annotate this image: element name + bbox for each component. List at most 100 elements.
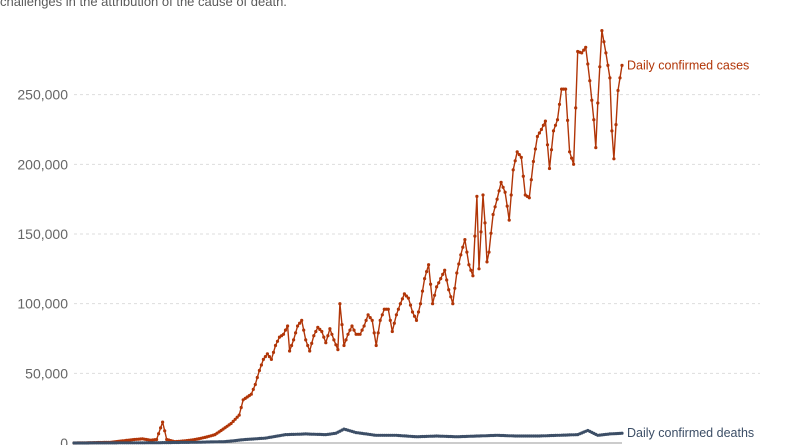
data-point <box>495 197 499 201</box>
data-point <box>427 263 431 267</box>
data-point <box>324 341 328 345</box>
data-point <box>348 328 352 332</box>
data-point <box>326 334 330 338</box>
data-point <box>477 267 481 271</box>
data-point <box>402 292 406 296</box>
data-point <box>259 363 263 367</box>
data-point <box>592 118 596 122</box>
data-point <box>465 250 469 254</box>
data-point <box>302 328 306 332</box>
data-point <box>503 190 507 194</box>
data-point <box>336 348 340 352</box>
data-point <box>564 87 568 91</box>
data-point <box>372 331 376 335</box>
data-point <box>304 338 308 342</box>
data-point <box>161 420 165 424</box>
data-point <box>249 392 253 396</box>
data-point <box>501 185 505 189</box>
data-point <box>286 324 290 328</box>
data-point <box>612 157 616 161</box>
data-point <box>439 277 443 281</box>
data-point <box>157 432 161 436</box>
data-point <box>491 212 495 217</box>
data-point <box>416 310 421 314</box>
y-tick-label: 100,000 <box>17 296 68 312</box>
y-tick-label: 0 <box>60 435 68 445</box>
data-point <box>360 328 364 332</box>
data-point <box>253 382 257 387</box>
data-point <box>281 332 286 336</box>
data-point <box>555 118 560 122</box>
data-point <box>533 147 538 151</box>
data-point <box>292 338 296 342</box>
data-point <box>251 387 255 391</box>
data-point <box>271 350 276 354</box>
data-point <box>328 327 332 331</box>
data-point <box>398 302 402 306</box>
data-point <box>513 159 517 163</box>
data-point <box>586 62 590 66</box>
data-point <box>505 204 509 208</box>
data-point <box>320 329 324 334</box>
data-point <box>521 174 525 178</box>
data-point <box>433 293 437 297</box>
data-point <box>370 318 374 322</box>
data-point <box>475 194 479 198</box>
data-point <box>378 318 382 322</box>
series-line <box>74 29 623 444</box>
data-point <box>404 294 408 298</box>
data-point <box>553 123 558 127</box>
series-cases <box>72 29 624 445</box>
data-point <box>396 307 400 311</box>
data-point <box>273 343 278 348</box>
data-point <box>231 419 235 423</box>
data-point <box>588 79 592 83</box>
data-point <box>431 302 435 306</box>
data-point <box>352 328 356 332</box>
data-point <box>489 231 493 235</box>
gridlines <box>74 94 760 374</box>
y-tick-label: 50,000 <box>25 365 68 381</box>
data-point <box>618 76 622 80</box>
data-point <box>159 426 163 430</box>
data-point <box>517 153 521 157</box>
data-point <box>410 310 415 314</box>
data-point <box>344 338 348 342</box>
data-point <box>610 129 614 133</box>
data-point <box>519 155 523 159</box>
data-point <box>471 274 475 278</box>
data-point <box>449 295 453 299</box>
data-point <box>463 238 467 242</box>
data-point <box>414 318 419 322</box>
data-point <box>527 196 531 200</box>
data-point <box>570 156 574 160</box>
data-point <box>269 357 273 361</box>
data-point <box>283 328 288 332</box>
data-point <box>342 343 346 348</box>
data-point <box>507 218 511 222</box>
data-point <box>257 368 261 373</box>
data-point <box>390 329 394 334</box>
data-point <box>330 332 334 336</box>
data-point <box>374 343 378 348</box>
data-point <box>443 268 447 272</box>
data-point <box>602 40 606 44</box>
data-point <box>614 123 618 127</box>
data-point <box>318 327 322 331</box>
data-point <box>566 118 570 122</box>
data-point <box>606 63 610 67</box>
data-point <box>346 332 350 336</box>
series-layer <box>72 29 624 445</box>
data-point <box>306 343 310 348</box>
data-point <box>600 29 604 33</box>
data-point <box>594 146 598 150</box>
data-point <box>332 338 336 342</box>
data-point <box>539 127 544 132</box>
series-label: Daily confirmed cases <box>627 58 749 72</box>
data-point <box>511 168 515 172</box>
data-point <box>445 278 449 282</box>
data-point <box>386 307 390 311</box>
data-point <box>455 271 459 275</box>
data-point <box>338 302 342 306</box>
data-point <box>300 318 304 322</box>
